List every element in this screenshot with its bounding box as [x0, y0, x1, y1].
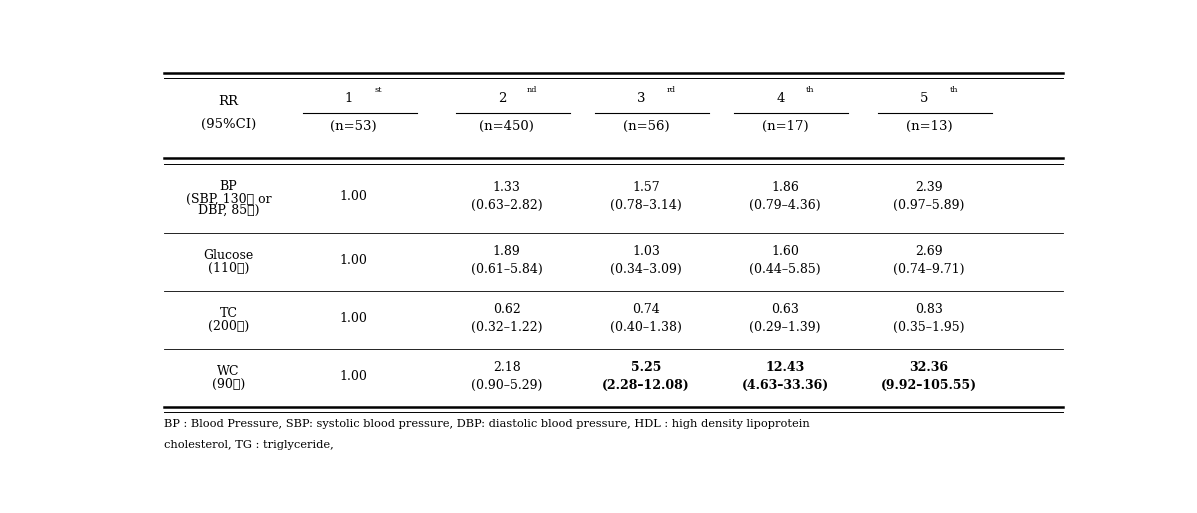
- Text: (0.97–5.89): (0.97–5.89): [893, 200, 965, 212]
- Text: 1.00: 1.00: [340, 190, 367, 203]
- Text: 5: 5: [920, 92, 929, 105]
- Text: BP: BP: [219, 181, 237, 193]
- Text: 1.89: 1.89: [493, 245, 521, 258]
- Text: 1: 1: [345, 92, 353, 105]
- Text: (0.90–5.29): (0.90–5.29): [472, 379, 542, 392]
- Text: 2.39: 2.39: [915, 181, 943, 194]
- Text: (4.63–33.36): (4.63–33.36): [741, 379, 828, 392]
- Text: cholesterol, TG : triglyceride,: cholesterol, TG : triglyceride,: [164, 440, 333, 449]
- Text: (0.34–3.09): (0.34–3.09): [610, 263, 682, 276]
- Text: (n=450): (n=450): [479, 120, 534, 133]
- Text: Glucose: Glucose: [203, 249, 254, 262]
- Text: (n=56): (n=56): [622, 120, 669, 133]
- Text: (0.35–1.95): (0.35–1.95): [893, 321, 965, 334]
- Text: 1.03: 1.03: [632, 245, 660, 258]
- Text: (SBP, 130≧ or: (SBP, 130≧ or: [186, 192, 272, 205]
- Text: (0.61–5.84): (0.61–5.84): [470, 263, 542, 276]
- Text: 1.86: 1.86: [771, 181, 800, 194]
- Text: (95%CI): (95%CI): [201, 119, 256, 131]
- Text: (0.44–5.85): (0.44–5.85): [749, 263, 821, 276]
- Text: th: th: [949, 86, 958, 94]
- Text: (0.79–4.36): (0.79–4.36): [749, 200, 821, 212]
- Text: 4: 4: [777, 92, 784, 105]
- Text: 1.00: 1.00: [340, 254, 367, 267]
- Text: 32.36: 32.36: [910, 361, 948, 373]
- Text: (n=13): (n=13): [906, 120, 952, 133]
- Text: 2.18: 2.18: [493, 361, 521, 373]
- Text: 0.74: 0.74: [632, 303, 660, 315]
- Text: 0.62: 0.62: [493, 303, 521, 315]
- Text: 1.57: 1.57: [632, 181, 660, 194]
- Text: (0.40–1.38): (0.40–1.38): [610, 321, 682, 334]
- Text: th: th: [806, 86, 814, 94]
- Text: (0.29–1.39): (0.29–1.39): [749, 321, 821, 334]
- Text: 1.00: 1.00: [340, 370, 367, 383]
- Text: st: st: [375, 86, 382, 94]
- Text: 12.43: 12.43: [765, 361, 804, 373]
- Text: 1.00: 1.00: [340, 312, 367, 325]
- Text: (2.28–12.08): (2.28–12.08): [602, 379, 689, 392]
- Text: 0.83: 0.83: [915, 303, 943, 315]
- Text: (110≧): (110≧): [208, 262, 249, 275]
- Text: (n=53): (n=53): [330, 120, 377, 133]
- Text: (200≧): (200≧): [208, 320, 249, 333]
- Text: rd: rd: [667, 86, 675, 94]
- Text: (9.92–105.55): (9.92–105.55): [881, 379, 977, 392]
- Text: TC: TC: [219, 307, 237, 320]
- Text: (n=17): (n=17): [761, 120, 808, 133]
- Text: DBP, 85≧): DBP, 85≧): [198, 204, 260, 217]
- Text: 5.25: 5.25: [631, 361, 661, 373]
- Text: (0.63–2.82): (0.63–2.82): [470, 200, 542, 212]
- Text: BP : Blood Pressure, SBP: systolic blood pressure, DBP: diastolic blood pressure: BP : Blood Pressure, SBP: systolic blood…: [164, 419, 809, 429]
- Text: (0.78–3.14): (0.78–3.14): [610, 200, 682, 212]
- Text: nd: nd: [527, 86, 537, 94]
- Text: 2.69: 2.69: [915, 245, 943, 258]
- Text: (90≧): (90≧): [212, 378, 245, 391]
- Text: RR: RR: [219, 95, 238, 108]
- Text: 2: 2: [498, 92, 506, 105]
- Text: WC: WC: [217, 365, 239, 378]
- Text: (0.32–1.22): (0.32–1.22): [472, 321, 542, 334]
- Text: 3: 3: [637, 92, 645, 105]
- Text: 1.33: 1.33: [493, 181, 521, 194]
- Text: 0.63: 0.63: [771, 303, 800, 315]
- Text: 1.60: 1.60: [771, 245, 800, 258]
- Text: (0.74–9.71): (0.74–9.71): [893, 263, 965, 276]
